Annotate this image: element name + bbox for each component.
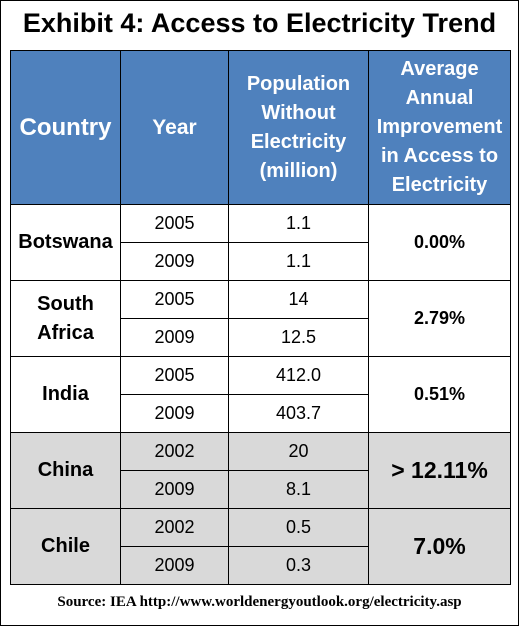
- table-row: 2009 403.7: [11, 394, 511, 433]
- population-cell: 0.3: [228, 546, 369, 585]
- header-population-line: Without: [261, 101, 336, 124]
- country-cell: Chile: [10, 508, 121, 585]
- table-row: India 2005 412.0 0.51%: [10, 356, 511, 433]
- population-cell: 1.1: [228, 204, 369, 243]
- country-name: India: [42, 383, 89, 405]
- country-name-line: South: [37, 292, 94, 315]
- header-population-line: Population: [246, 72, 351, 95]
- year-cell: 2002: [120, 432, 229, 471]
- table-row: South Africa 2005 14 2.79%: [10, 280, 511, 357]
- header-improvement-line: in Access to: [380, 145, 499, 167]
- year-cell: 2009: [120, 470, 229, 509]
- improvement-cell: 0.51%: [368, 356, 511, 433]
- year-cell: 2002: [120, 508, 229, 547]
- header-improvement-line: Average: [400, 58, 479, 80]
- table-row: Chile 2002 0.5 7.0%: [10, 508, 511, 585]
- improvement-cell: 7.0%: [368, 508, 511, 585]
- header-year: Year: [120, 50, 229, 205]
- country-name: China: [37, 459, 94, 481]
- country-cell: India: [10, 356, 121, 433]
- source-note: Source: IEA http://www.worldenergyoutloo…: [57, 594, 462, 610]
- country-name: Botswana: [18, 231, 113, 253]
- header-population-line: (million): [259, 159, 338, 182]
- improvement-cell: > 12.11%: [368, 432, 511, 509]
- table-row: China 2002 20 > 12.11%: [10, 432, 511, 509]
- header-population-line: Electricity: [250, 130, 347, 153]
- table-row: 2009 8.1: [11, 470, 511, 509]
- header-country: Country: [10, 50, 121, 205]
- population-cell: 12.5: [228, 318, 369, 357]
- country-cell: China: [10, 432, 121, 509]
- year-cell: 2005: [120, 356, 229, 395]
- population-cell: 8.1: [228, 470, 369, 509]
- population-cell: 14: [228, 280, 369, 319]
- header-improvement-line: Annual: [405, 87, 474, 109]
- population-cell: 1.1: [228, 242, 369, 281]
- country-name-line: Africa: [37, 321, 94, 344]
- improvement-cell: 2.79%: [368, 280, 511, 357]
- table-row: Botswana 2005 1.1 0.00%: [10, 204, 511, 281]
- country-cell: South Africa: [10, 280, 121, 357]
- year-cell: 2009: [120, 242, 229, 281]
- population-cell: 0.5: [228, 508, 369, 547]
- improvement-cell: 0.00%: [368, 204, 511, 281]
- header-improvement-line: Electricity: [391, 174, 488, 196]
- year-cell: 2005: [120, 280, 229, 319]
- population-cell: 412.0: [228, 356, 369, 395]
- header-population: Population Without Electricity (million): [228, 50, 369, 205]
- population-cell: 20: [228, 432, 369, 471]
- year-cell: 2005: [120, 204, 229, 243]
- year-cell: 2009: [120, 318, 229, 357]
- country-cell: Botswana: [10, 204, 121, 281]
- population-cell: 403.7: [228, 394, 369, 433]
- year-cell: 2009: [120, 394, 229, 433]
- header-improvement: Average Annual Improvement in Access to …: [368, 50, 511, 205]
- country-name: Chile: [41, 535, 90, 557]
- header-row: Country Year Population Without Electric…: [10, 50, 511, 205]
- electricity-access-table: Country Year Population Without Electric…: [10, 50, 511, 585]
- header-improvement-line: Improvement: [376, 116, 503, 138]
- table-row: 2009 0.3: [11, 546, 511, 585]
- year-cell: 2009: [120, 546, 229, 585]
- table-row: 2009 12.5: [11, 318, 511, 357]
- exhibit-title: Exhibit 4: Access to Electricity Trend: [22, 8, 497, 38]
